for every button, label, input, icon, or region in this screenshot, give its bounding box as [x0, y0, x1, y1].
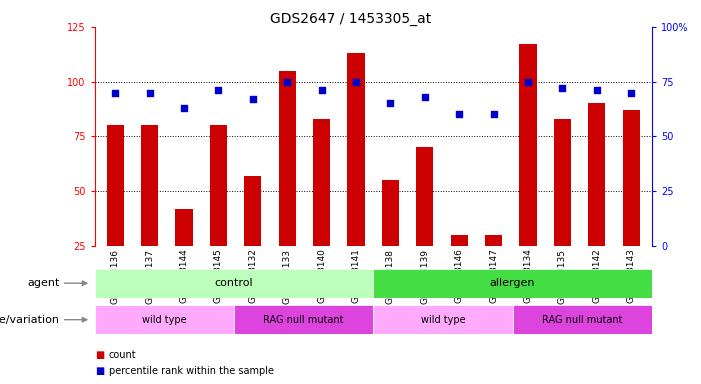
Text: ■: ■: [95, 366, 104, 376]
Bar: [175, 209, 193, 300]
Point: [247, 96, 259, 102]
Point: [488, 111, 499, 118]
Bar: [416, 147, 433, 300]
Bar: [519, 45, 537, 300]
Point: [591, 87, 602, 93]
Point: [557, 85, 568, 91]
Point: [385, 100, 396, 106]
Point: [626, 89, 637, 96]
Bar: [374, 305, 512, 334]
Bar: [485, 235, 503, 300]
Bar: [622, 110, 640, 300]
Bar: [141, 125, 158, 300]
Point: [179, 105, 190, 111]
Point: [419, 94, 430, 100]
Bar: [512, 305, 652, 334]
Bar: [588, 103, 606, 300]
Point: [144, 89, 156, 96]
Bar: [451, 235, 468, 300]
Bar: [382, 180, 399, 300]
Bar: [374, 269, 652, 298]
Text: wild type: wild type: [142, 314, 186, 325]
Bar: [234, 305, 374, 334]
Text: control: control: [215, 278, 253, 288]
Point: [282, 79, 293, 85]
Text: ■: ■: [95, 350, 104, 360]
Bar: [107, 125, 124, 300]
Point: [350, 79, 362, 85]
Bar: [244, 176, 261, 300]
Bar: [95, 269, 374, 298]
Point: [454, 111, 465, 118]
Text: count: count: [109, 350, 136, 360]
Text: genotype/variation: genotype/variation: [0, 314, 60, 325]
Bar: [554, 119, 571, 300]
Text: allergen: allergen: [490, 278, 536, 288]
Point: [316, 87, 327, 93]
Bar: [348, 53, 365, 300]
Point: [109, 89, 121, 96]
Text: wild type: wild type: [421, 314, 465, 325]
Bar: [95, 305, 234, 334]
Text: RAG null mutant: RAG null mutant: [542, 314, 622, 325]
Bar: [210, 125, 227, 300]
Text: RAG null mutant: RAG null mutant: [264, 314, 344, 325]
Point: [213, 87, 224, 93]
Text: percentile rank within the sample: percentile rank within the sample: [109, 366, 273, 376]
Bar: [313, 119, 330, 300]
Point: [522, 79, 533, 85]
Text: agent: agent: [27, 278, 60, 288]
Bar: [279, 71, 296, 300]
Text: GDS2647 / 1453305_at: GDS2647 / 1453305_at: [270, 12, 431, 25]
